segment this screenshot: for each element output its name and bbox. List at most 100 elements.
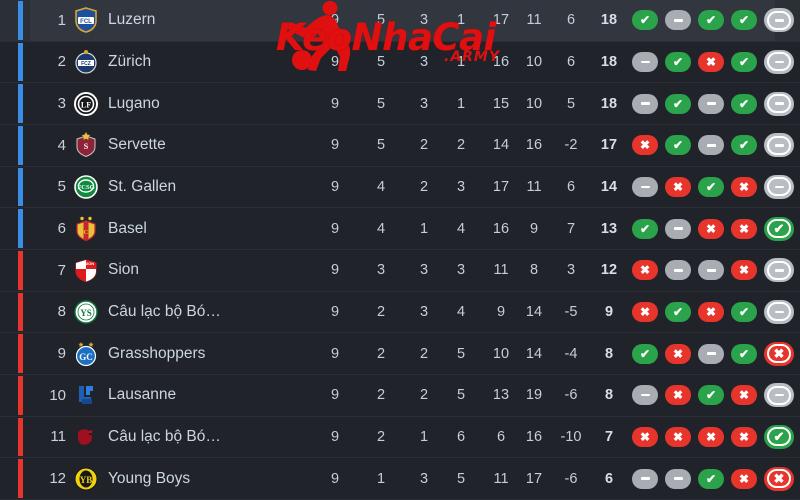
form-result-d-latest[interactable] bbox=[764, 383, 794, 408]
matches-drawn: 3 bbox=[419, 12, 429, 29]
form-result-d-latest[interactable] bbox=[764, 8, 794, 33]
team-name[interactable]: Câu lạc bộ Bó… bbox=[108, 427, 221, 445]
form-result-d[interactable] bbox=[632, 93, 658, 114]
team-name[interactable]: Luzern bbox=[108, 11, 156, 29]
form-result-w[interactable]: ✔ bbox=[665, 135, 691, 156]
form-result-l[interactable]: ✖ bbox=[698, 218, 724, 239]
form-result-w[interactable]: ✔ bbox=[665, 301, 691, 322]
fcz-crest-icon: FCZ bbox=[72, 48, 100, 76]
team-name[interactable]: Sion bbox=[108, 261, 140, 279]
team-name[interactable]: Lausanne bbox=[108, 386, 177, 404]
form-result-l[interactable]: ✖ bbox=[665, 343, 691, 364]
form-result-d-latest[interactable] bbox=[764, 91, 794, 116]
form-result-w[interactable]: ✔ bbox=[731, 343, 757, 364]
form-result-d[interactable] bbox=[665, 468, 691, 489]
form-result-w[interactable]: ✔ bbox=[632, 218, 658, 239]
team-name[interactable]: Zürich bbox=[108, 52, 152, 70]
goal-difference: -2 bbox=[564, 137, 578, 154]
form-result-w[interactable]: ✔ bbox=[665, 51, 691, 72]
form-result-l[interactable]: ✖ bbox=[665, 176, 691, 197]
form-result-w[interactable]: ✔ bbox=[731, 135, 757, 156]
form-result-w[interactable]: ✔ bbox=[665, 93, 691, 114]
form-result-w[interactable]: ✔ bbox=[698, 10, 724, 31]
check-icon: ✔ bbox=[738, 138, 750, 153]
form-result-l[interactable]: ✖ bbox=[731, 176, 757, 197]
form-result-w[interactable]: ✔ bbox=[632, 343, 658, 364]
form-result-l[interactable]: ✖ bbox=[632, 426, 658, 447]
matches-won: 2 bbox=[376, 345, 386, 362]
form-result-l[interactable]: ✖ bbox=[665, 385, 691, 406]
team-name[interactable]: Servette bbox=[108, 136, 166, 154]
form-result-w[interactable]: ✔ bbox=[698, 176, 724, 197]
table-row[interactable]: 9 GC Grasshoppers 9 2 2 5 10 14 -4 8 ✔ ✖ ✔ ✖ bbox=[0, 333, 800, 375]
form-result-d[interactable] bbox=[698, 260, 724, 281]
form-result-l[interactable]: ✖ bbox=[665, 426, 691, 447]
table-row[interactable]: 12 YB Young Boys 9 1 3 5 11 17 -6 6 ✔ ✖ ✖ bbox=[0, 458, 800, 500]
table-row[interactable]: 10 Lausanne 9 2 2 5 13 19 -6 8 ✖ ✔ ✖ bbox=[0, 374, 800, 417]
form-result-l[interactable]: ✖ bbox=[698, 301, 724, 322]
team-name[interactable]: Câu lạc bộ Bó… bbox=[108, 302, 221, 320]
check-icon: ✔ bbox=[738, 13, 750, 28]
form-result-w[interactable]: ✔ bbox=[698, 468, 724, 489]
form-result-w[interactable]: ✔ bbox=[698, 385, 724, 406]
form-result-l[interactable]: ✖ bbox=[731, 385, 757, 406]
check-icon: ✔ bbox=[738, 54, 750, 69]
table-row[interactable]: 11 Câu lạc bộ Bó… 9 2 1 6 6 16 -10 7 ✖ ✖ ✖ ✖ ✔ bbox=[0, 416, 800, 459]
form-result-l[interactable]: ✖ bbox=[731, 468, 757, 489]
form-result-w-latest[interactable]: ✔ bbox=[764, 424, 794, 449]
form-result-l[interactable]: ✖ bbox=[698, 51, 724, 72]
form-result-d[interactable] bbox=[632, 385, 658, 406]
points: 12 bbox=[600, 262, 618, 279]
form-result-d[interactable] bbox=[698, 343, 724, 364]
table-row[interactable]: 8 YS Câu lạc bộ Bó… 9 2 3 4 9 14 -5 9 ✖ ✔ ✖ ✔ bbox=[0, 291, 800, 334]
table-row[interactable]: 5 FCSG St. Gallen 9 4 2 3 17 11 6 14 ✖ ✔ ✖ bbox=[0, 166, 800, 209]
goal-difference: -10 bbox=[560, 428, 582, 445]
table-row[interactable]: 7 FC SION Sion 9 3 3 3 11 8 3 12 ✖ ✖ bbox=[0, 249, 800, 292]
table-row[interactable]: 4 S Servette 9 5 2 2 14 16 -2 17 ✖ ✔ ✔ bbox=[0, 124, 800, 167]
form-result-l[interactable]: ✖ bbox=[698, 426, 724, 447]
form-result-w-latest[interactable]: ✔ bbox=[764, 216, 794, 241]
matches-won: 2 bbox=[376, 387, 386, 404]
form-result-l[interactable]: ✖ bbox=[731, 260, 757, 281]
form-result-w[interactable]: ✔ bbox=[731, 93, 757, 114]
matches-played: 9 bbox=[330, 53, 340, 70]
goal-difference: 7 bbox=[566, 220, 576, 237]
table-row[interactable]: 6 FCB Basel 9 4 1 4 16 9 7 13 ✔ ✖ ✖ ✔ bbox=[0, 208, 800, 250]
team-name[interactable]: Grasshoppers bbox=[108, 344, 206, 362]
form-result-l[interactable]: ✖ bbox=[632, 135, 658, 156]
form-result-d-latest[interactable] bbox=[764, 49, 794, 74]
form-result-l-latest[interactable]: ✖ bbox=[764, 341, 794, 366]
form-result-l[interactable]: ✖ bbox=[632, 260, 658, 281]
form-result-d[interactable] bbox=[665, 10, 691, 31]
form-result-w[interactable]: ✔ bbox=[731, 51, 757, 72]
table-row[interactable]: 1 FCL Luzern 9 5 3 1 17 11 6 18 ✔ ✔ ✔ bbox=[0, 0, 800, 42]
form-result-d[interactable] bbox=[632, 51, 658, 72]
form-result-d-latest[interactable] bbox=[764, 258, 794, 283]
form-result-d[interactable] bbox=[665, 218, 691, 239]
form-result-w[interactable]: ✔ bbox=[731, 10, 757, 31]
form-result-d[interactable] bbox=[698, 93, 724, 114]
team-name[interactable]: Basel bbox=[108, 219, 147, 237]
form-result-d[interactable] bbox=[698, 135, 724, 156]
form-result-w[interactable]: ✔ bbox=[632, 10, 658, 31]
form-result-d[interactable] bbox=[632, 176, 658, 197]
form-result-l-latest[interactable]: ✖ bbox=[764, 466, 794, 491]
form-result-l[interactable]: ✖ bbox=[731, 218, 757, 239]
form-result-d[interactable] bbox=[632, 468, 658, 489]
matches-lost: 4 bbox=[456, 303, 466, 320]
points: 18 bbox=[600, 95, 618, 112]
team-name[interactable]: Lugano bbox=[108, 94, 160, 112]
team-name[interactable]: Young Boys bbox=[108, 469, 191, 487]
form-result-l[interactable]: ✖ bbox=[731, 426, 757, 447]
form-result-d-latest[interactable] bbox=[764, 299, 794, 324]
form-result-d-latest[interactable] bbox=[764, 133, 794, 158]
goals-for: 10 bbox=[492, 345, 510, 362]
table-row[interactable]: 3 LF Lugano 9 5 3 1 15 10 5 18 ✔ ✔ bbox=[0, 83, 800, 125]
table-row[interactable]: 2 FCZ Zürich 9 5 3 1 16 10 6 18 ✔ ✖ ✔ bbox=[0, 41, 800, 84]
form-result-l[interactable]: ✖ bbox=[632, 301, 658, 322]
form-result-w[interactable]: ✔ bbox=[731, 301, 757, 322]
form-result-d-latest[interactable] bbox=[764, 174, 794, 199]
form-result-d[interactable] bbox=[665, 260, 691, 281]
cross-icon: ✖ bbox=[639, 304, 651, 319]
team-name[interactable]: St. Gallen bbox=[108, 177, 177, 195]
